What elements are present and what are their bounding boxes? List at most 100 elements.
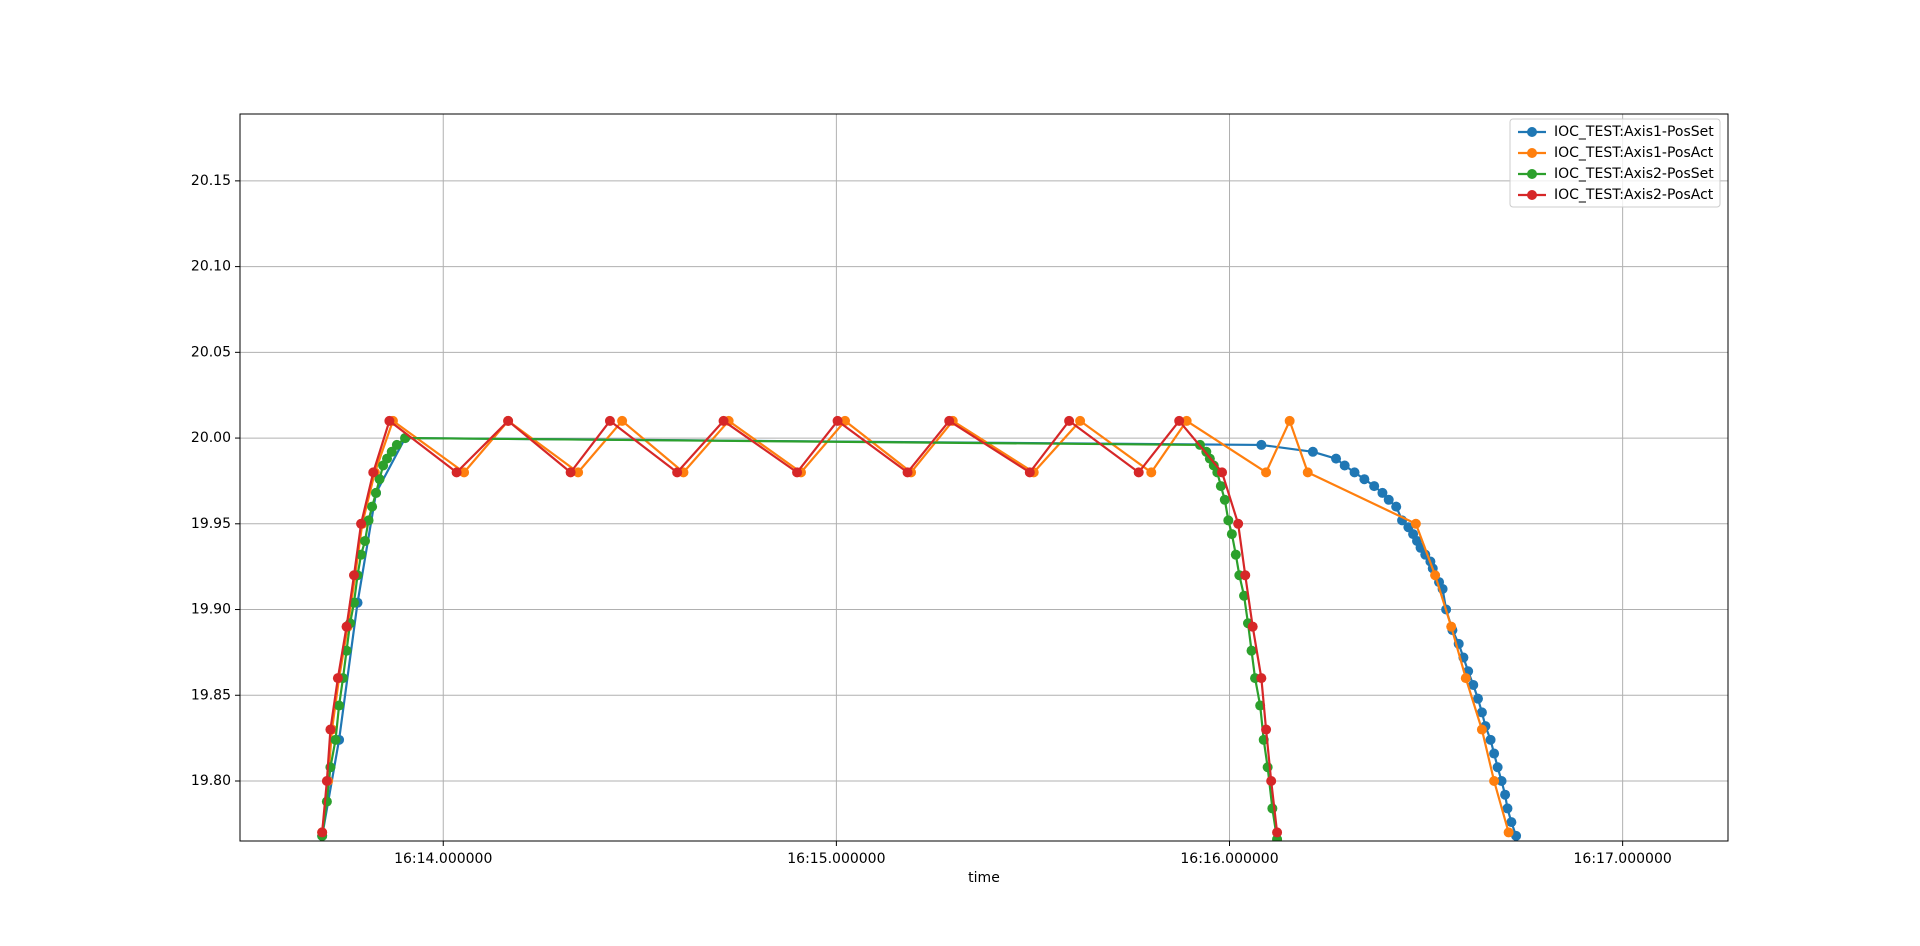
y-tick-label: 19.90 [191, 602, 231, 618]
data-point [1230, 549, 1241, 560]
legend-box [1509, 118, 1721, 208]
data-point [1307, 446, 1318, 457]
data-point [1485, 734, 1496, 745]
data-point [349, 597, 360, 608]
data-point [1261, 724, 1272, 735]
data-point [1256, 673, 1267, 684]
data-point [1476, 707, 1487, 718]
data-point [341, 621, 352, 632]
y-tick-label: 19.85 [191, 687, 231, 703]
data-point [1511, 830, 1522, 841]
data-point [1261, 467, 1272, 478]
plot-area [317, 415, 1522, 841]
data-point [902, 467, 913, 478]
data-point [363, 515, 374, 526]
data-point [1446, 621, 1457, 632]
data-point [356, 518, 367, 529]
data-point [321, 796, 332, 807]
data-point [321, 775, 332, 786]
data-point [356, 549, 367, 560]
data-point [1339, 460, 1350, 471]
data-point [604, 415, 615, 426]
axes-frame [239, 113, 1729, 842]
data-point [1247, 621, 1258, 632]
data-point [1246, 645, 1257, 656]
data-point [1133, 467, 1144, 478]
data-point [1075, 415, 1086, 426]
data-point [1506, 817, 1517, 828]
data-point [1239, 590, 1250, 601]
x-tick-label: 16:17.000000 [1574, 851, 1672, 867]
data-point [374, 474, 385, 485]
data-point [332, 673, 343, 684]
data-point [451, 467, 462, 478]
data-point [1492, 762, 1503, 773]
data-point [1430, 570, 1441, 581]
data-point [944, 415, 955, 426]
data-point [1503, 827, 1514, 838]
data-point [1217, 467, 1228, 478]
data-point [832, 415, 843, 426]
data-point [1266, 775, 1277, 786]
data-point [1302, 467, 1313, 478]
data-point [317, 827, 328, 838]
data-point [1468, 679, 1479, 690]
y-tick-label: 20.00 [191, 430, 231, 446]
data-point [1174, 415, 1185, 426]
data-point [792, 467, 803, 478]
data-point [459, 467, 470, 478]
data-point [1146, 467, 1157, 478]
data-point [371, 487, 382, 498]
data-point [360, 535, 371, 546]
data-point [1233, 518, 1244, 529]
y-tick-label: 20.05 [191, 344, 231, 360]
data-point [367, 501, 378, 512]
data-point [1331, 453, 1342, 464]
data-point [1410, 518, 1421, 529]
legend-marker [1527, 127, 1537, 137]
data-point [368, 467, 379, 478]
legend-label: IOC_TEST:Axis2-PosAct [1554, 187, 1714, 203]
data-point [1226, 529, 1237, 540]
x-tick-label: 16:15.000000 [787, 851, 885, 867]
data-point [1359, 474, 1370, 485]
data-point [1369, 481, 1380, 492]
data-point [1181, 415, 1192, 426]
y-tick-label: 19.80 [191, 773, 231, 789]
data-point [1500, 789, 1511, 800]
legend-marker [1527, 148, 1537, 158]
data-point [1215, 481, 1226, 492]
data-point [386, 446, 397, 457]
data-point [718, 415, 729, 426]
data-point [1391, 501, 1402, 512]
data-point [1476, 724, 1487, 735]
data-point [1284, 415, 1295, 426]
data-point [1267, 803, 1278, 814]
data-point [1502, 803, 1513, 814]
data-point [334, 700, 345, 711]
legend-label: IOC_TEST:Axis1-PosSet [1554, 124, 1714, 140]
x-axis-label: time [968, 870, 1000, 886]
data-point [325, 724, 336, 735]
data-point [1489, 748, 1500, 759]
ticks: 16:14.000000 16:15.000000 16:16.000000 16:1… [191, 173, 1672, 867]
y-tick-label: 20.15 [191, 173, 231, 189]
x-tick-label: 16:16.000000 [1180, 851, 1278, 867]
data-point [1272, 827, 1283, 838]
data-point [330, 734, 341, 745]
data-point [1377, 487, 1388, 498]
data-point [384, 415, 395, 426]
data-point [1496, 775, 1507, 786]
data-point [1349, 467, 1360, 478]
data-point [565, 467, 576, 478]
data-point [503, 415, 514, 426]
legend-marker [1527, 169, 1537, 179]
data-point [1219, 494, 1230, 505]
data-point [349, 570, 360, 581]
data-point [1383, 494, 1394, 505]
data-point [1472, 693, 1483, 704]
data-point [1024, 467, 1035, 478]
legend: IOC_TEST:Axis1-PosSet IOC_TEST:Axis1-PosA… [1509, 118, 1721, 208]
